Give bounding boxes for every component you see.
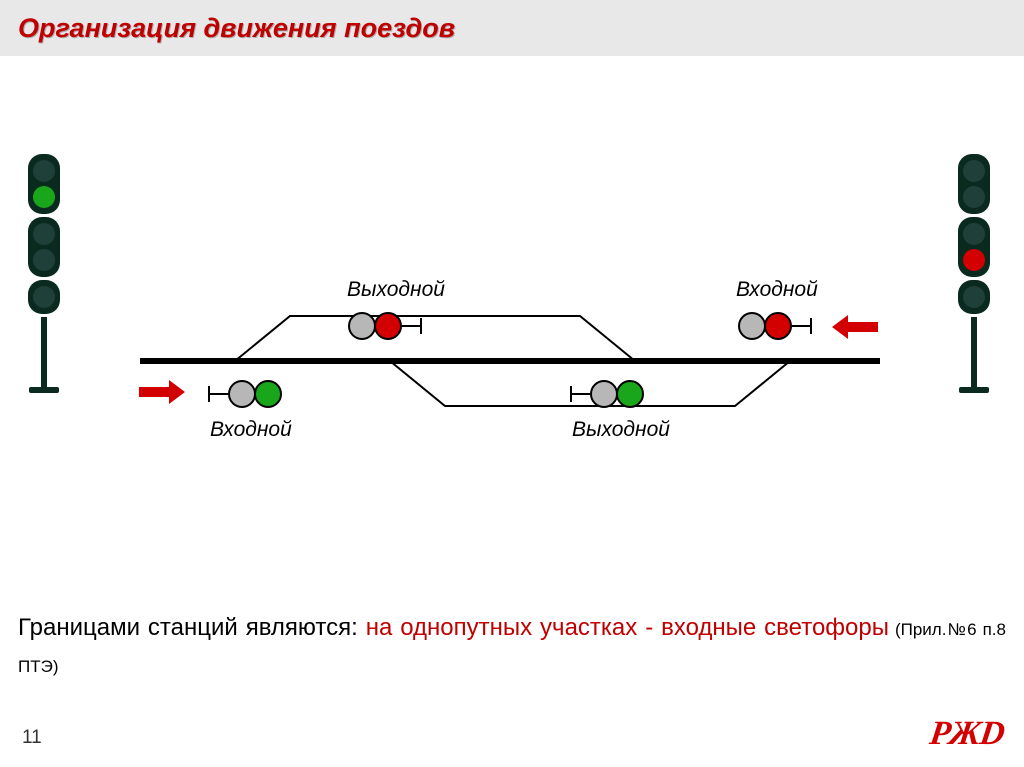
dwarf-aspects [590, 380, 644, 408]
dwarf-left-entry [210, 380, 282, 408]
lamp-off [963, 223, 985, 245]
track-layer: Выходной Входной Входной Выходной [140, 280, 880, 450]
approach-arrow-left [139, 380, 185, 404]
label-bottom-exit: Выходной [572, 418, 670, 442]
signal-head-2 [28, 217, 60, 277]
right-mast-signal [958, 154, 990, 393]
signal-head-3 [958, 280, 990, 314]
dwarf-aspects [228, 380, 282, 408]
diagram: Выходной Входной Входной Выходной [0, 150, 1024, 510]
lamp-red [963, 249, 985, 271]
lamp-green [33, 186, 55, 208]
dwarf-stem [792, 325, 810, 327]
arrow-shaft [139, 387, 169, 397]
approach-arrow-right [832, 315, 878, 339]
aspect-grey [348, 312, 376, 340]
aspect-green [254, 380, 282, 408]
signal-head-1 [28, 154, 60, 214]
lamp-off [963, 160, 985, 182]
caption-prefix: Границами станций являются: [18, 614, 366, 641]
aspect-grey [738, 312, 766, 340]
aspect-grey [590, 380, 618, 408]
aspect-red [374, 312, 402, 340]
label-top-exit: Выходной [347, 278, 445, 302]
dwarf-stem [402, 325, 420, 327]
header-bar: Организация движения поездов [0, 0, 1024, 56]
signal-base [959, 387, 989, 393]
signal-base [29, 387, 59, 393]
lamp-off [33, 160, 55, 182]
left-mast-signal [28, 154, 60, 393]
dwarf-bottom-exit [572, 380, 644, 408]
dwarf-stem [572, 393, 590, 395]
upper-siding [235, 316, 635, 361]
lamp-off [33, 223, 55, 245]
signal-pole [971, 317, 977, 387]
caption: Границами станций являются: на однопутны… [18, 609, 1006, 683]
dwarf-aspects [738, 312, 792, 340]
caption-highlight: на однопутных участках - входные светофо… [366, 614, 889, 641]
signal-head-2 [958, 217, 990, 277]
dwarf-aspects [348, 312, 402, 340]
arrow-head-icon [832, 315, 848, 339]
aspect-green [616, 380, 644, 408]
dwarf-stem [210, 393, 228, 395]
rzd-logo: PЖD [928, 715, 1007, 753]
label-left-entry: Входной [210, 418, 292, 442]
dwarf-top-exit [348, 312, 420, 340]
arrow-shaft [848, 322, 878, 332]
lamp-off [33, 249, 55, 271]
page-title: Организация движения поездов [18, 13, 455, 44]
lamp-off [963, 286, 985, 308]
aspect-grey [228, 380, 256, 408]
lamp-off [33, 286, 55, 308]
label-right-entry: Входной [736, 278, 818, 302]
signal-head-3 [28, 280, 60, 314]
signal-head-1 [958, 154, 990, 214]
main-track [140, 358, 880, 364]
lamp-off [963, 186, 985, 208]
dwarf-right-entry [738, 312, 810, 340]
page-number: 11 [22, 727, 42, 749]
signal-pole [41, 317, 47, 387]
arrow-head-icon [169, 380, 185, 404]
aspect-red [764, 312, 792, 340]
